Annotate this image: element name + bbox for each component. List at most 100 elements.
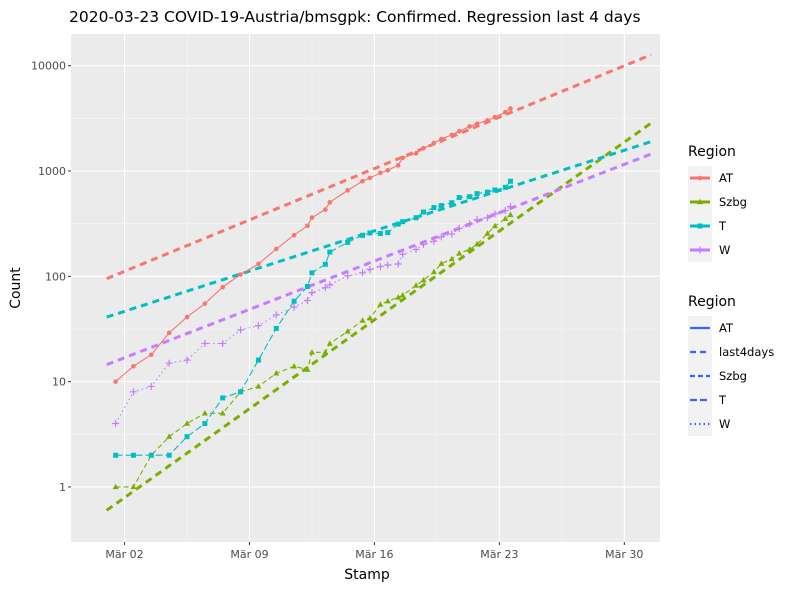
regression-line-w xyxy=(106,152,652,367)
series-w xyxy=(112,203,515,428)
data-point xyxy=(412,245,420,253)
data-point xyxy=(255,357,261,363)
series-t xyxy=(113,178,514,458)
data-point xyxy=(323,207,328,212)
data-point xyxy=(431,140,437,146)
data-point xyxy=(308,289,316,297)
data-point xyxy=(420,276,427,283)
data-point xyxy=(421,145,426,151)
legend-label-szbg: Szbg xyxy=(719,369,747,383)
data-point xyxy=(466,246,473,252)
series-line-szbg xyxy=(115,214,511,488)
data-point xyxy=(508,178,514,184)
data-point xyxy=(474,240,481,247)
data-point xyxy=(437,233,445,241)
data-point xyxy=(327,249,333,255)
data-point xyxy=(399,250,407,258)
legend-label-last4days: last4days xyxy=(719,345,774,359)
data-point xyxy=(456,250,463,256)
data-point xyxy=(345,188,350,193)
data-point xyxy=(326,281,334,289)
plot-panel xyxy=(71,34,660,542)
data-point xyxy=(360,232,366,238)
legend-color-title: Region xyxy=(688,144,736,160)
data-point xyxy=(344,328,351,334)
data-point xyxy=(309,215,315,220)
data-point xyxy=(113,379,118,384)
y-tick-label: 100 xyxy=(45,270,66,283)
data-point xyxy=(322,261,328,267)
data-point xyxy=(448,230,456,238)
data-point xyxy=(508,106,513,111)
data-point xyxy=(503,109,508,115)
data-point xyxy=(421,209,427,215)
data-point xyxy=(184,420,191,426)
data-point xyxy=(501,206,509,214)
data-point xyxy=(308,348,315,355)
data-point xyxy=(378,170,383,176)
data-point xyxy=(304,284,310,290)
data-point xyxy=(129,388,137,396)
data-point xyxy=(491,222,498,229)
data-point xyxy=(385,230,391,236)
legend-label-w: W xyxy=(719,417,730,431)
data-point xyxy=(474,121,480,126)
regression-lines xyxy=(105,53,652,512)
x-tick-label: Mär 02 xyxy=(105,548,143,561)
data-point xyxy=(366,266,374,274)
data-point xyxy=(413,282,420,288)
data-point xyxy=(219,340,227,348)
data-point xyxy=(697,223,703,229)
series-line-w xyxy=(115,206,511,424)
data-point xyxy=(131,363,136,369)
data-point xyxy=(326,340,333,346)
data-point xyxy=(376,262,384,270)
data-point xyxy=(148,452,154,458)
data-point xyxy=(377,231,383,237)
data-point xyxy=(238,272,243,277)
data-point xyxy=(309,270,315,276)
data-point xyxy=(466,220,474,228)
series-at xyxy=(113,106,513,384)
data-point xyxy=(113,452,119,458)
data-point xyxy=(467,194,473,200)
data-point xyxy=(696,246,704,254)
data-point xyxy=(183,356,191,364)
chart-title: 2020-03-23 COVID-19-Austria/bmsgpk: Conf… xyxy=(69,8,641,26)
series-line-at xyxy=(115,108,511,383)
data-point xyxy=(430,237,438,245)
data-point xyxy=(467,124,472,129)
data-point xyxy=(273,325,279,331)
data-point xyxy=(344,272,352,280)
data-point xyxy=(220,395,226,401)
x-tick-label: Mär 16 xyxy=(355,548,393,561)
data-point xyxy=(385,167,391,173)
legend-label-at: AT xyxy=(719,171,734,185)
data-point xyxy=(112,420,120,428)
data-point xyxy=(400,155,405,161)
data-point xyxy=(273,246,279,252)
data-point xyxy=(492,114,498,120)
data-point xyxy=(394,260,402,268)
x-axis-title: Stamp xyxy=(344,567,390,583)
data-point xyxy=(359,269,367,277)
grid-minor xyxy=(71,34,660,542)
data-point xyxy=(697,175,703,181)
data-point xyxy=(166,330,172,336)
series-line-t xyxy=(115,180,511,456)
data-point xyxy=(438,260,445,266)
x-axis-ticks: Mär 02 Mär 09 Mär 16 Mär 23 Mär 30 xyxy=(105,542,643,561)
y-axis-ticks: 1 10 100 1000 10000 xyxy=(31,60,71,494)
legend-label-szbg: Szbg xyxy=(719,195,747,209)
data-point xyxy=(395,163,401,168)
data-point xyxy=(201,410,208,416)
data-point xyxy=(359,317,366,323)
legend-color: AT Szbg TW xyxy=(688,166,747,262)
x-tick-label: Mär 23 xyxy=(480,548,518,561)
data-point xyxy=(384,297,391,304)
data-point xyxy=(321,284,329,292)
data-point xyxy=(473,216,481,224)
data-point xyxy=(384,261,392,269)
data-point xyxy=(327,200,333,205)
